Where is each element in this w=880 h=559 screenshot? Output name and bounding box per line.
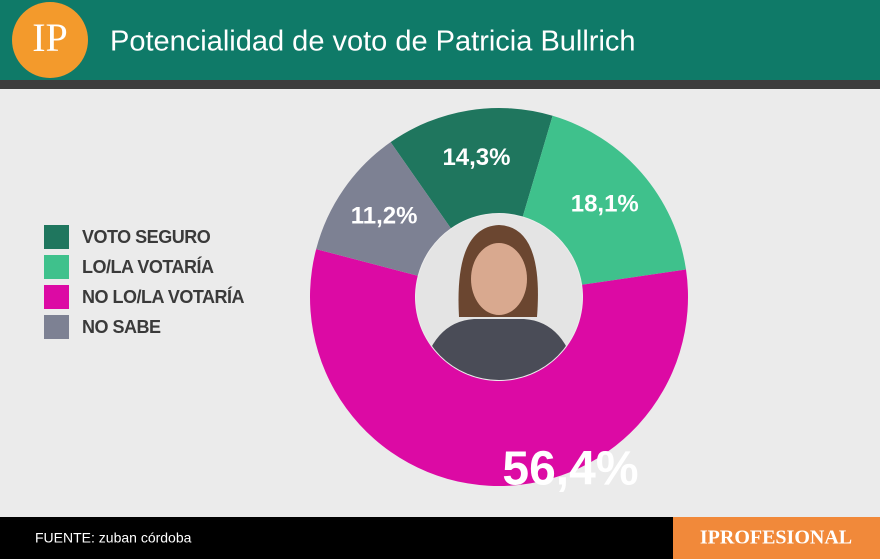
value-label: 11,2% — [351, 202, 418, 229]
donut-slice — [316, 142, 451, 276]
legend-swatch — [44, 285, 69, 309]
legend-label: NO LO/LA VOTARÍA — [82, 286, 244, 307]
donut-slice — [522, 115, 686, 285]
brand: IPROFESIONAL — [700, 527, 852, 549]
portrait — [419, 225, 579, 380]
header-bar — [0, 0, 880, 80]
logo — [12, 2, 88, 78]
source: FUENTE: zuban córdoba — [35, 530, 192, 546]
legend-swatch — [44, 315, 69, 339]
value-label: 56,4% — [502, 442, 638, 495]
legend-label: NO SABE — [82, 317, 161, 337]
value-label: 18,1% — [571, 191, 639, 218]
donut-chart: 14,3% VOTO SEGURO 18,1% LO/LA VOTARÍA 56,4% N… — [44, 107, 689, 495]
donut-slice — [310, 249, 689, 487]
donut-slice — [390, 107, 553, 229]
logo-text: IP — [32, 15, 68, 60]
header-strip — [0, 80, 880, 89]
legend-swatch — [44, 255, 69, 279]
portrait-face — [471, 243, 527, 315]
value-label: 14,3% — [442, 144, 510, 171]
legend-label: VOTO SEGURO — [82, 227, 211, 247]
chart-title: Potencialidad de voto de Patricia Bullri… — [110, 26, 636, 58]
legend-swatch — [44, 225, 69, 249]
brand-box — [673, 517, 880, 559]
legend-label: LO/LA VOTARÍA — [82, 256, 214, 277]
